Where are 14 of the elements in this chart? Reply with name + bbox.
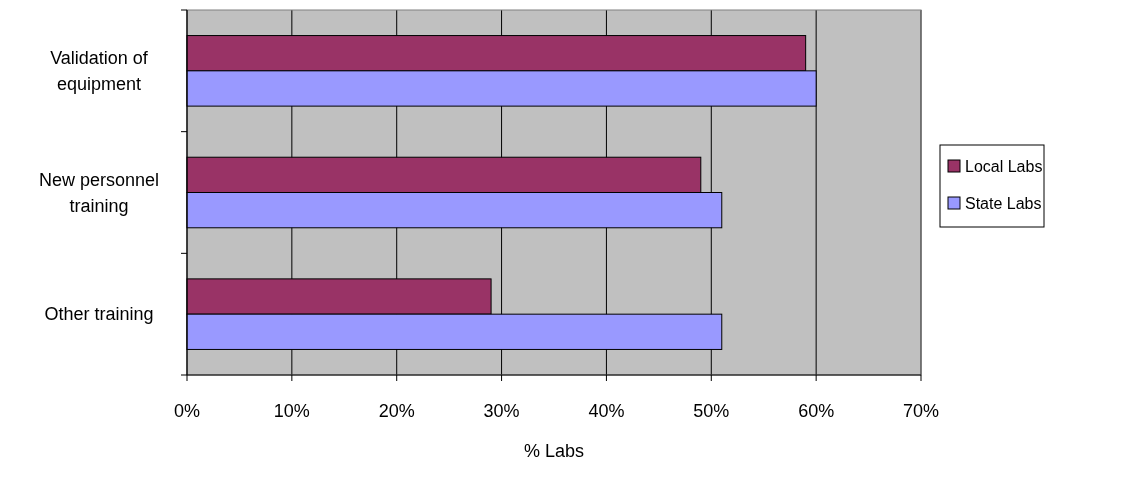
x-tick-label: 50%: [693, 401, 730, 421]
x-tick-label: 10%: [273, 401, 310, 421]
y-tick-label: Other training: [44, 304, 154, 325]
y-tick-label: Validation of equipment: [50, 47, 149, 94]
y-tick-label: New personnel training: [38, 169, 160, 216]
x-tick-label: 30%: [483, 401, 520, 421]
legend-label: State Labs: [965, 194, 1042, 212]
legend-label: Local Labs: [965, 157, 1043, 175]
x-tick-label: 20%: [378, 401, 415, 421]
x-tick-label: 0%: [173, 401, 201, 421]
x-tick-label: 70%: [902, 401, 940, 421]
x-axis-title: % Labs: [523, 441, 585, 461]
x-tick-label: 60%: [798, 401, 835, 421]
x-tick-label: 40%: [588, 401, 625, 421]
